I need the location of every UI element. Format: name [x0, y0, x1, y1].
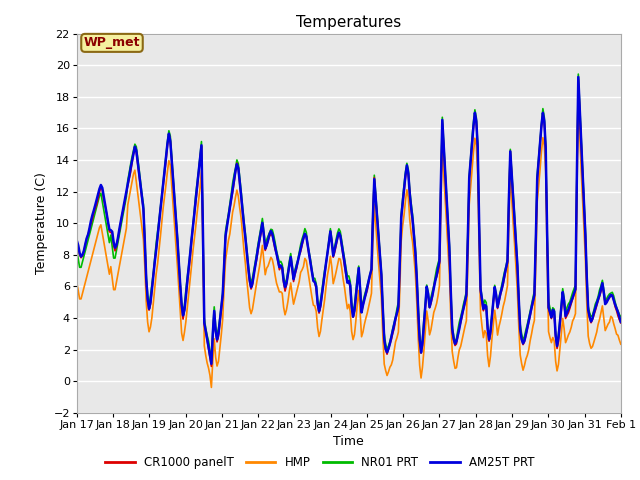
AM25T PRT [617, 319, 625, 325]
CR1000 panelT [207, 363, 215, 369]
NR01 PRT [73, 248, 81, 254]
HMP [617, 341, 625, 347]
AM25T PRT [207, 361, 215, 367]
CR1000 panelT [121, 198, 129, 204]
AM25T PRT [121, 196, 129, 202]
HMP [575, 97, 582, 103]
CR1000 panelT [362, 292, 370, 298]
Line: NR01 PRT: NR01 PRT [77, 74, 621, 361]
NR01 PRT [617, 314, 625, 320]
Line: AM25T PRT: AM25T PRT [77, 77, 621, 364]
CR1000 panelT [575, 76, 582, 82]
Text: WP_met: WP_met [84, 36, 140, 49]
AM25T PRT [436, 258, 444, 264]
CR1000 panelT [617, 320, 625, 326]
CR1000 panelT [73, 240, 81, 245]
NR01 PRT [362, 288, 370, 294]
AM25T PRT [73, 238, 81, 243]
NR01 PRT [298, 236, 306, 242]
NR01 PRT [575, 71, 582, 77]
AM25T PRT [452, 338, 460, 344]
HMP [207, 384, 215, 390]
Line: CR1000 panelT: CR1000 panelT [77, 79, 621, 366]
HMP [362, 315, 370, 321]
NR01 PRT [452, 336, 460, 341]
CR1000 panelT [452, 341, 460, 347]
AM25T PRT [575, 74, 582, 80]
Line: HMP: HMP [77, 100, 621, 387]
HMP [86, 263, 93, 269]
NR01 PRT [86, 231, 93, 237]
AM25T PRT [86, 225, 93, 231]
AM25T PRT [362, 291, 370, 297]
HMP [436, 283, 444, 288]
Title: Temperatures: Temperatures [296, 15, 401, 30]
HMP [452, 365, 460, 371]
CR1000 panelT [436, 260, 444, 265]
CR1000 panelT [298, 242, 306, 248]
CR1000 panelT [86, 226, 93, 232]
HMP [121, 233, 129, 239]
NR01 PRT [207, 358, 215, 364]
AM25T PRT [298, 240, 306, 246]
NR01 PRT [436, 255, 444, 261]
HMP [73, 279, 81, 285]
HMP [298, 267, 306, 273]
Y-axis label: Temperature (C): Temperature (C) [35, 172, 48, 274]
Legend: CR1000 panelT, HMP, NR01 PRT, AM25T PRT: CR1000 panelT, HMP, NR01 PRT, AM25T PRT [100, 452, 540, 474]
X-axis label: Time: Time [333, 435, 364, 448]
NR01 PRT [121, 202, 129, 207]
